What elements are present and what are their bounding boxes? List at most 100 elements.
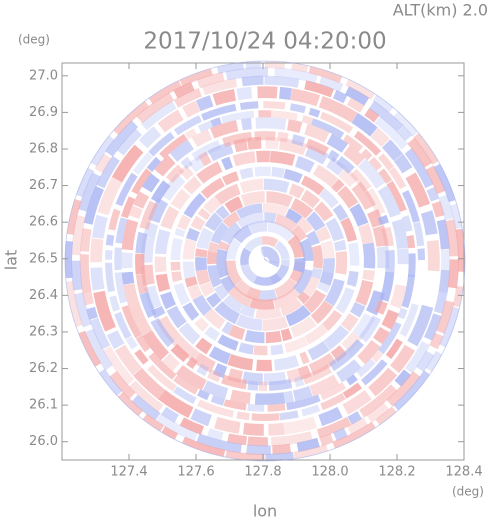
echo-cell bbox=[204, 212, 223, 232]
echo-cell bbox=[306, 211, 326, 232]
reflectivity-field bbox=[65, 61, 465, 461]
echo-cell bbox=[377, 321, 402, 355]
echo-cell bbox=[274, 278, 299, 300]
echo-cell bbox=[178, 164, 194, 180]
x-axis-label: lon bbox=[253, 502, 277, 521]
echo-cell bbox=[116, 128, 142, 156]
echo-cell bbox=[214, 301, 240, 325]
echo-cell bbox=[192, 294, 212, 316]
echo-cell bbox=[109, 371, 136, 400]
echo-cell bbox=[210, 117, 222, 128]
echo-cell bbox=[263, 178, 290, 194]
echo-cell bbox=[223, 399, 247, 411]
echo-cell bbox=[346, 374, 358, 386]
echo-cell bbox=[320, 393, 346, 411]
echo-cell bbox=[134, 349, 149, 365]
echo-cell bbox=[207, 265, 222, 288]
echo-cell bbox=[352, 313, 376, 339]
echo-cell bbox=[173, 88, 202, 108]
echo-cell bbox=[279, 410, 299, 421]
echo-cell bbox=[381, 309, 399, 330]
echo-cell bbox=[326, 133, 349, 153]
echo-cell bbox=[332, 90, 348, 104]
echo-cell bbox=[276, 264, 290, 279]
echo-cell bbox=[132, 191, 150, 209]
echo-cell bbox=[216, 248, 229, 279]
echo-cell bbox=[310, 118, 345, 139]
echo-cell bbox=[87, 133, 115, 167]
echo-cell bbox=[240, 191, 265, 207]
echo-cell bbox=[195, 269, 211, 286]
echo-cell bbox=[388, 167, 407, 190]
echo-cell bbox=[293, 268, 313, 295]
echo-cell bbox=[319, 75, 344, 93]
echo-cell bbox=[291, 134, 306, 147]
echo-cell bbox=[277, 131, 289, 143]
echo-cell bbox=[300, 175, 325, 196]
echo-cell bbox=[332, 204, 349, 222]
echo-cell bbox=[283, 416, 317, 435]
echo-cell bbox=[115, 172, 138, 207]
echo-cell bbox=[340, 217, 357, 242]
echo-cell bbox=[241, 75, 264, 87]
echo-cell bbox=[362, 269, 375, 281]
echo-cell bbox=[155, 229, 171, 255]
echo-cell bbox=[402, 190, 420, 223]
echo-cell bbox=[253, 345, 268, 356]
echo-cell bbox=[358, 158, 386, 189]
echo-cell bbox=[74, 292, 92, 328]
echo-cell bbox=[105, 250, 113, 260]
echo-cell bbox=[348, 242, 360, 266]
echo-cell bbox=[417, 248, 425, 261]
echo-cell bbox=[354, 130, 382, 156]
y-tick-label: 26.7 bbox=[29, 178, 58, 193]
echo-cell bbox=[319, 258, 335, 286]
altitude-label: ALT(km) 2.0 bbox=[393, 1, 488, 20]
echo-cell bbox=[241, 117, 252, 131]
echo-cell bbox=[236, 212, 264, 230]
echo-cell bbox=[86, 306, 98, 320]
echo-cell bbox=[172, 335, 200, 363]
echo-cell bbox=[335, 251, 348, 275]
echo-cell bbox=[214, 416, 241, 434]
echo-cell bbox=[253, 273, 282, 286]
echo-cell bbox=[239, 178, 264, 194]
echo-cell bbox=[289, 103, 306, 114]
echo-cell bbox=[190, 408, 212, 427]
echo-cell bbox=[174, 115, 202, 136]
echo-cell bbox=[438, 249, 451, 293]
echo-cell bbox=[267, 220, 296, 242]
echo-cell bbox=[283, 390, 294, 404]
echo-cell bbox=[262, 203, 289, 217]
echo-cell bbox=[247, 436, 268, 447]
x-tick-label: 127.8 bbox=[244, 465, 281, 480]
echo-cell bbox=[90, 238, 104, 263]
echo-cell bbox=[160, 291, 176, 310]
echo-cell bbox=[274, 355, 300, 371]
echo-cell bbox=[271, 110, 298, 121]
echo-cell bbox=[268, 379, 293, 391]
echo-cell bbox=[404, 148, 434, 189]
echo-cell bbox=[90, 267, 105, 291]
echo-cell bbox=[233, 279, 251, 297]
echo-cell bbox=[138, 126, 162, 149]
echo-cell bbox=[447, 259, 459, 289]
echo-cell bbox=[186, 356, 198, 369]
echo-cell bbox=[314, 201, 334, 222]
echo-cell bbox=[393, 154, 413, 174]
echo-cell bbox=[425, 350, 445, 374]
echo-cell bbox=[361, 148, 373, 161]
echo-cell bbox=[218, 240, 230, 251]
echo-cell bbox=[238, 342, 254, 355]
echo-cell bbox=[121, 219, 139, 251]
echo-cell bbox=[401, 274, 415, 309]
echo-cell bbox=[401, 215, 413, 232]
y-tick-label: 26.8 bbox=[29, 141, 58, 156]
echo-cell bbox=[151, 180, 171, 204]
echo-cell bbox=[416, 350, 435, 373]
echo-cell bbox=[204, 326, 220, 341]
echo-cell bbox=[399, 303, 419, 337]
echo-cell bbox=[301, 404, 321, 417]
echo-cell bbox=[197, 208, 211, 221]
echo-cell bbox=[421, 210, 438, 236]
